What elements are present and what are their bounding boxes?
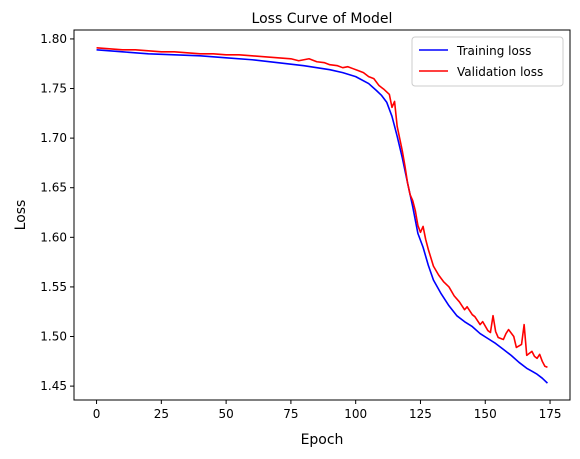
y-tick-label: 1.60 [40,230,67,244]
y-tick-label: 1.70 [40,131,67,145]
y-tick-label: 1.45 [40,379,67,393]
chart-title: Loss Curve of Model [252,11,393,27]
plot-area [96,47,549,384]
x-tick-label: 50 [218,407,233,421]
x-tick-label: 75 [283,407,298,421]
legend-validation-label: Validation loss [457,65,543,79]
x-tick-label: 175 [539,407,562,421]
axes-frame [73,29,571,401]
y-tick-label: 1.50 [40,330,67,344]
x-tick-label: 100 [344,407,367,421]
y-axis: 1.45 1.50 1.55 1.60 1.65 1.70 1.75 1.80 [40,32,74,393]
x-tick-label: 25 [154,407,169,421]
x-tick-label: 150 [474,407,497,421]
legend: Training loss Validation loss [411,36,564,87]
legend-training-label: Training loss [456,44,531,58]
x-axis-label: Epoch [301,432,344,448]
x-tick-label: 0 [93,407,101,421]
y-tick-label: 1.65 [40,181,67,195]
y-axis-label: Loss [13,200,29,231]
training-loss-line [96,49,549,384]
y-tick-label: 1.80 [40,32,67,46]
x-tick-label: 125 [409,407,432,421]
validation-loss-line [96,47,548,369]
y-tick-label: 1.75 [40,82,67,96]
legend-box [411,36,564,87]
x-axis: 0 25 50 75 100 125 150 175 [93,400,562,421]
y-tick-label: 1.55 [40,280,67,294]
